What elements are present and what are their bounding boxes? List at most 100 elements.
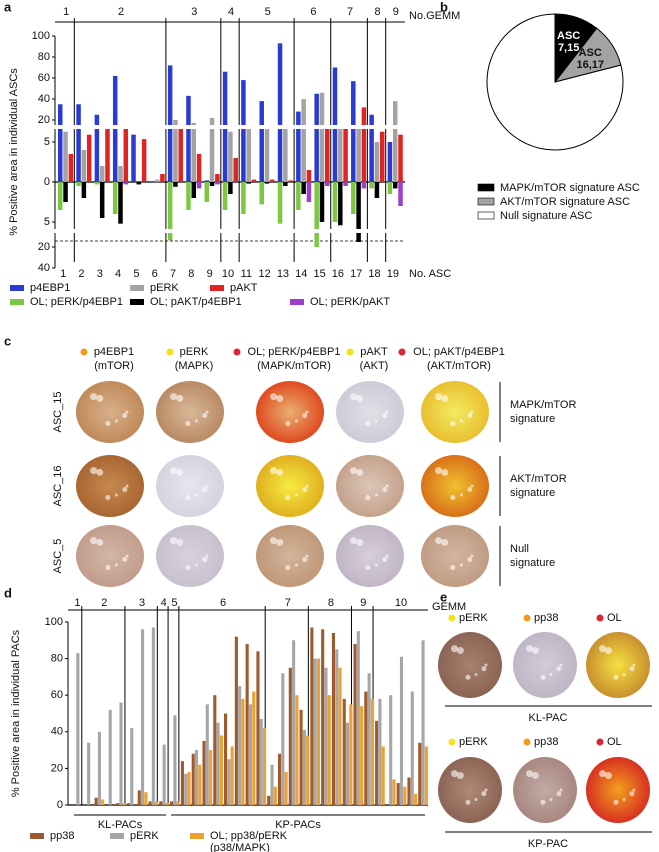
bar <box>392 101 398 182</box>
bar <box>283 127 288 182</box>
row-label: ASC_16 <box>52 466 64 507</box>
bar <box>216 722 220 805</box>
x-tick-label: 4 <box>115 268 121 280</box>
bar <box>259 182 264 205</box>
bar <box>374 182 380 198</box>
tissue-speck <box>114 493 118 497</box>
bar <box>222 182 228 210</box>
x-tick-label: 12 <box>259 268 271 280</box>
axis-break <box>51 229 405 233</box>
bar <box>105 127 110 182</box>
group-label: 4 <box>161 597 167 609</box>
tissue-speck <box>365 421 371 427</box>
y-tick-label: 20 <box>38 114 50 126</box>
bar <box>306 735 310 805</box>
bar <box>345 722 350 805</box>
x-tick-label: 15 <box>313 268 325 280</box>
y-tick-label: 0 <box>57 799 63 811</box>
marker-dot <box>523 738 531 746</box>
tissue-speck <box>302 486 308 492</box>
panel-label: c <box>4 333 11 348</box>
bar <box>194 750 199 805</box>
bar <box>246 127 251 182</box>
legend-label: p4EBP1 <box>30 282 70 294</box>
marker-dot <box>80 348 88 356</box>
legend-swatch <box>130 299 144 305</box>
tissue-speck <box>176 538 184 546</box>
tissue-speck <box>382 556 388 562</box>
bar <box>264 127 270 182</box>
x-tick-label: 19 <box>387 268 399 280</box>
bar <box>338 667 342 805</box>
tissue-speck <box>435 537 443 545</box>
tissue-speck <box>470 410 474 414</box>
group-label: 3 <box>191 6 197 18</box>
bar <box>94 114 100 182</box>
bar <box>302 729 306 805</box>
tissue-speck <box>549 798 553 802</box>
bar <box>187 772 191 805</box>
tissue-speck <box>382 486 388 492</box>
bar <box>186 182 191 210</box>
bar <box>180 761 184 805</box>
tissue-image <box>513 632 577 698</box>
legend-label: OL; pERK/pAKT <box>310 296 390 308</box>
tissue-speck <box>456 772 464 780</box>
bar <box>375 720 379 805</box>
tissue-speck <box>459 563 463 567</box>
tissue-speck <box>451 770 459 778</box>
tissue-speck <box>176 394 184 402</box>
bar <box>58 104 63 182</box>
group-axis-label: GEMM <box>432 601 466 613</box>
tissue-image <box>421 525 489 587</box>
x-tick-label: 1 <box>60 268 66 280</box>
legend-label: pERK <box>150 282 179 294</box>
bar <box>99 166 105 182</box>
bar <box>116 803 120 805</box>
tissue-speck <box>385 410 389 414</box>
x-tick-label: 8 <box>188 268 194 280</box>
tissue-image <box>438 632 502 698</box>
tissue-speck <box>122 556 128 562</box>
group-axis-label: No.GEMM <box>409 10 460 22</box>
x-tick-label: 18 <box>368 268 380 280</box>
group-label: 2 <box>101 597 107 609</box>
x-axis-title: No. ASC <box>409 268 451 280</box>
group-label: 7 <box>285 597 291 609</box>
legend-note: (p38/MAPK) <box>210 842 270 852</box>
bar <box>76 104 81 182</box>
tissue-speck <box>356 538 364 546</box>
marker-dot <box>448 738 456 746</box>
group-label: 9 <box>393 6 399 18</box>
legend-label: MAPK/mTOR signature ASC <box>500 182 640 194</box>
bar <box>137 790 141 805</box>
bar <box>342 698 346 805</box>
bar <box>259 101 264 182</box>
bar <box>204 182 210 202</box>
panel-label: e <box>440 589 447 604</box>
tissue-image <box>256 455 324 517</box>
tissue-speck <box>549 673 553 677</box>
tissue-speck <box>294 563 298 567</box>
tissue-speck <box>604 647 612 655</box>
bar <box>165 803 170 805</box>
signature-label: Null <box>510 543 529 555</box>
tissue-speck <box>170 537 178 545</box>
bar <box>273 786 277 805</box>
tissue-speck <box>202 486 208 492</box>
legend-swatch <box>30 833 44 839</box>
bar <box>178 128 183 182</box>
tissue-speck <box>450 495 456 501</box>
bar <box>191 122 197 182</box>
y-tick-label: 5 <box>44 136 50 148</box>
tissue-speck <box>185 565 191 571</box>
tissue-speck <box>176 468 184 476</box>
bar <box>296 111 301 182</box>
tissue-image <box>438 757 502 823</box>
y-tick-label: 100 <box>45 616 63 628</box>
tissue-speck <box>350 393 358 401</box>
row-label: KL-PAC <box>529 712 568 724</box>
bar <box>314 182 319 247</box>
tissue-speck <box>622 673 626 677</box>
tissue-speck <box>350 537 358 545</box>
